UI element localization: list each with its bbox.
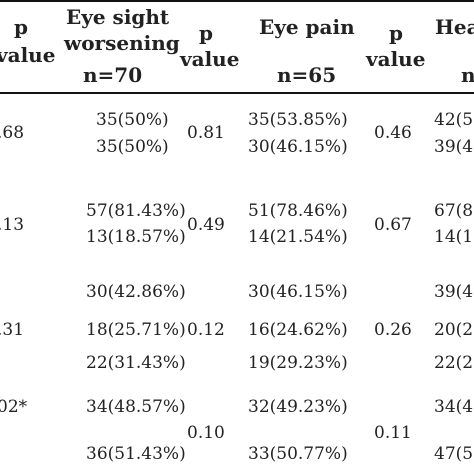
head-cell: 14(1 — [434, 227, 474, 247]
header-head-n: n — [461, 63, 474, 87]
p-value-cell: .13 — [0, 215, 25, 235]
p-value-cell: 02* — [0, 397, 28, 417]
header-eye-sight-n: n=70 — [83, 63, 143, 87]
head-cell: 47(5 — [434, 444, 474, 464]
p-value-cell: 0.11 — [374, 423, 412, 443]
header-p-value-1-line1: p — [14, 15, 28, 39]
header-head: Hea — [435, 15, 474, 39]
eye-pain-cell: 16(24.62%) — [248, 320, 348, 340]
p-value-cell: 0.26 — [374, 320, 412, 340]
head-cell: 42(5 — [434, 110, 474, 130]
header-eye-sight-line1: Eye sight — [66, 5, 170, 29]
header-top-rule — [0, 0, 474, 2]
eye-sight-cell: 57(81.43%) — [86, 201, 186, 221]
header-p-value-2-line2: value — [180, 47, 240, 71]
head-cell: 39(4 — [434, 282, 474, 302]
eye-pain-cell: 19(29.23%) — [248, 353, 348, 373]
eye-sight-cell: 36(51.43%) — [86, 444, 186, 464]
p-value-cell: 0.81 — [187, 123, 225, 143]
p-value-cell: 0.46 — [374, 123, 412, 143]
eye-sight-cell: 22(31.43%) — [86, 353, 186, 373]
header-eye-pain: Eye pain — [259, 15, 355, 39]
header-bottom-rule — [0, 92, 474, 94]
eye-sight-cell: 34(48.57%) — [86, 397, 186, 417]
header-p-value-1-line2: value — [0, 43, 56, 67]
head-cell: 20(2 — [434, 320, 474, 340]
eye-sight-cell: 18(25.71%) — [86, 320, 186, 340]
eye-sight-cell: 35(50%) — [96, 137, 169, 157]
eye-pain-cell: 35(53.85%) — [248, 110, 348, 130]
p-value-cell: 0.10 — [187, 423, 225, 443]
p-value-cell: .68 — [0, 123, 25, 143]
eye-pain-cell: 33(50.77%) — [248, 444, 348, 464]
head-cell: 39(4 — [434, 137, 474, 157]
header-p-value-3-line1: p — [389, 21, 403, 45]
p-value-cell: 0.67 — [374, 215, 412, 235]
eye-sight-cell: 35(50%) — [96, 110, 169, 130]
header-p-value-2-line1: p — [199, 21, 213, 45]
p-value-cell: 0.49 — [187, 215, 225, 235]
head-cell: 22(2 — [434, 353, 474, 373]
header-eye-sight-line2: worsening — [64, 31, 180, 55]
eye-pain-cell: 30(46.15%) — [248, 282, 348, 302]
head-cell: 67(8 — [434, 201, 474, 221]
eye-pain-cell: 14(21.54%) — [248, 227, 348, 247]
head-cell: 34(4 — [434, 397, 474, 417]
p-value-cell: .31 — [0, 320, 25, 340]
header-p-value-3-line2: value — [366, 47, 426, 71]
header-eye-pain-n: n=65 — [277, 63, 337, 87]
p-value-cell: 0.12 — [187, 320, 225, 340]
eye-pain-cell: 32(49.23%) — [248, 397, 348, 417]
eye-sight-cell: 13(18.57%) — [86, 227, 186, 247]
eye-pain-cell: 30(46.15%) — [248, 137, 348, 157]
eye-pain-cell: 51(78.46%) — [248, 201, 348, 221]
eye-sight-cell: 30(42.86%) — [86, 282, 186, 302]
